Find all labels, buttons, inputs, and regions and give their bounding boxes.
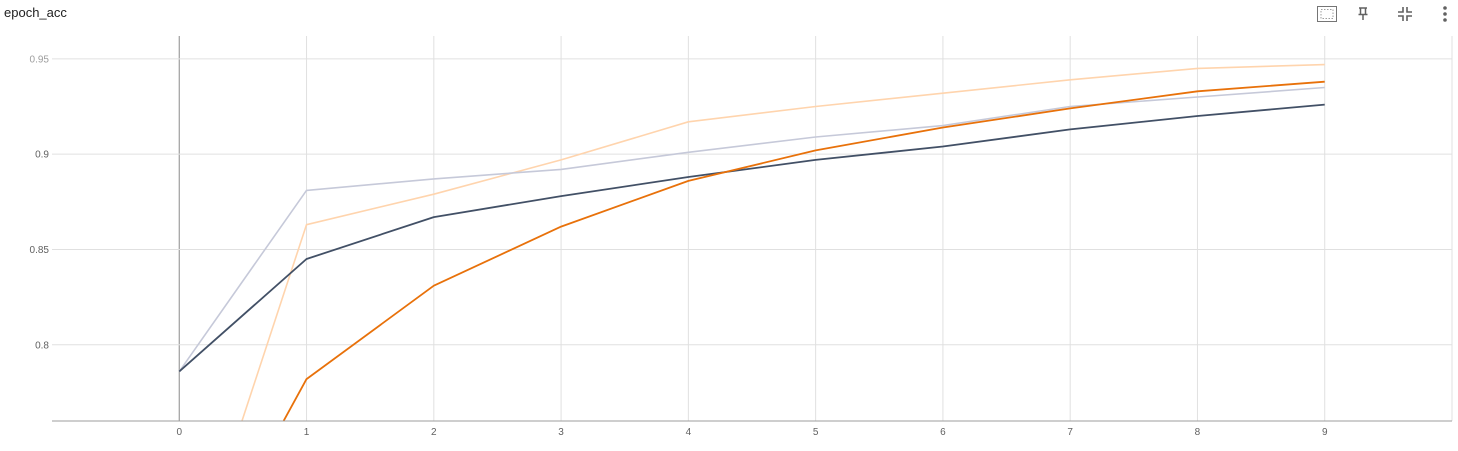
series-line-validation-raw-[interactable] <box>178 86 1325 372</box>
x-tick-label: 3 <box>558 427 564 438</box>
axes: 0 1 2 3 4 5 6 7 8 9 0.8 0.85 0.9 0.95 <box>30 54 1452 438</box>
collapse-icon <box>1398 7 1412 21</box>
toggle-log-scale-icon <box>1317 6 1337 22</box>
x-tick-label: 2 <box>431 427 437 438</box>
y-tick-label: 0.8 <box>35 340 49 351</box>
series-line-validation[interactable] <box>178 103 1325 373</box>
series-line-train[interactable] <box>179 80 1325 451</box>
x-tick-label: 1 <box>304 427 310 438</box>
x-tick-label: 5 <box>813 427 819 438</box>
chart-title: epoch_acc <box>4 5 67 20</box>
x-tick-label: 8 <box>1195 427 1201 438</box>
x-tick-label: 9 <box>1322 427 1328 438</box>
y-tick-label: 0.9 <box>35 150 49 161</box>
x-tick-label: 4 <box>686 427 692 438</box>
series-lines <box>178 63 1325 451</box>
collapse-button[interactable] <box>1394 4 1416 24</box>
more-options-button[interactable] <box>1434 4 1456 24</box>
x-tick-label: 0 <box>176 427 182 438</box>
series-line-train-raw-[interactable] <box>179 63 1325 451</box>
pin-button[interactable] <box>1352 4 1374 24</box>
pin-icon <box>1358 7 1368 20</box>
x-tick-label: 7 <box>1067 427 1073 438</box>
more-vert-icon <box>1443 6 1447 22</box>
x-tick-label: 6 <box>940 427 946 438</box>
y-tick-label: 0.95 <box>30 54 50 65</box>
toggle-log-scale-button[interactable] <box>1316 4 1338 24</box>
y-tick-label: 0.85 <box>30 245 50 256</box>
grid <box>52 36 1453 421</box>
